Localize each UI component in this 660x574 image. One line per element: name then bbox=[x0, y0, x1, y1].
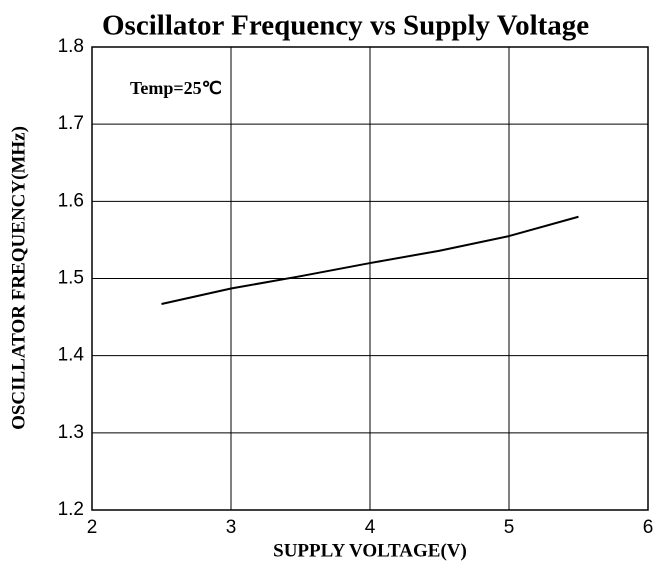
y-tick-label: 1.5 bbox=[58, 268, 84, 289]
y-tick-label: 1.2 bbox=[58, 499, 84, 520]
y-tick-label: 1.7 bbox=[58, 113, 84, 134]
y-tick-label: 1.3 bbox=[58, 422, 84, 443]
y-tick-label: 1.6 bbox=[58, 190, 84, 211]
line-series bbox=[161, 215, 579, 305]
x-tick-label: 4 bbox=[365, 517, 376, 538]
x-tick-label: 3 bbox=[226, 517, 237, 538]
x-tick-label: 2 bbox=[87, 517, 98, 538]
x-axis-label: SUPPLY VOLTAGE(V) bbox=[273, 540, 467, 561]
chart-title: Oscillator Frequency vs Supply Voltage bbox=[102, 10, 589, 42]
x-tick-label: 6 bbox=[643, 517, 654, 538]
y-axis-label: OSCILLATOR FREQUENCY(MHz) bbox=[8, 126, 29, 430]
y-tick-label: 1.8 bbox=[58, 36, 84, 57]
x-tick-label: 5 bbox=[504, 517, 515, 538]
y-tick-label: 1.4 bbox=[58, 345, 85, 366]
plot-frame bbox=[91, 46, 649, 511]
annotation: Temp=25℃ bbox=[130, 78, 222, 98]
